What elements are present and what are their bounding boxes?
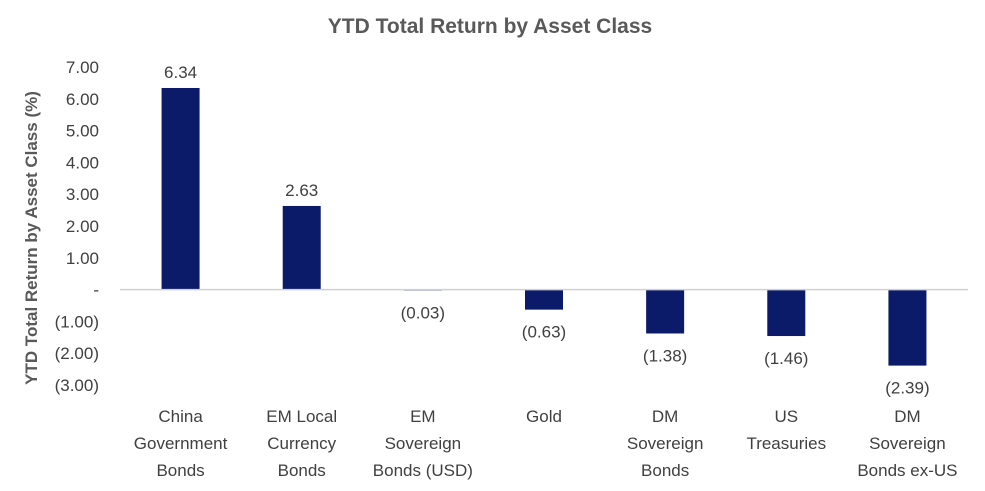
category-label: China Government Bonds: [134, 407, 228, 480]
y-tick-label: 1.00: [66, 249, 99, 268]
y-axis-ticks: 7.00 6.00 5.00 4.00 3.00 2.00 1.00 - (1.00) (2.00…: [55, 58, 99, 395]
y-tick-label: (1.00): [55, 312, 99, 331]
bar: [646, 289, 685, 334]
bar: [525, 289, 563, 310]
bar: [767, 289, 806, 337]
bar: [282, 205, 321, 290]
y-tick-label: 2.00: [66, 217, 99, 236]
bars: [161, 87, 927, 366]
y-tick-label: 7.00: [66, 58, 99, 77]
data-label: (1.46): [764, 349, 808, 368]
category-label: Gold: [526, 407, 562, 426]
y-tick-label: (3.00): [55, 376, 99, 395]
data-label: (1.38): [643, 346, 687, 365]
chart-title: YTD Total Return by Asset Class: [328, 15, 652, 38]
category-label: US Treasuries: [746, 407, 826, 453]
category-label: EM Sovereign Bonds (USD): [373, 407, 473, 480]
y-tick-label: 6.00: [66, 90, 99, 109]
data-label: (0.03): [401, 304, 445, 323]
y-tick-label: 4.00: [66, 153, 99, 172]
bar: [161, 87, 200, 290]
y-tick-label: 5.00: [66, 122, 99, 141]
data-labels: 6.34 2.63 (0.03) (0.63) (1.38) (1.46) (2.39): [164, 63, 930, 398]
data-label: 2.63: [285, 181, 318, 200]
bar: [888, 289, 927, 366]
y-axis-label: YTD Total Return by Asset Class (%): [22, 91, 41, 385]
data-label: (0.63): [522, 323, 566, 342]
category-labels: China Government Bonds EM Local Currency Bond…: [134, 407, 958, 480]
category-label: DM Sovereign Bonds: [627, 407, 704, 480]
data-label: 6.34: [164, 63, 197, 82]
y-tick-label: 3.00: [66, 185, 99, 204]
y-tick-label: -: [93, 281, 99, 300]
y-tick-label: (2.00): [55, 344, 99, 363]
data-label: (2.39): [885, 379, 929, 398]
category-label: DM Sovereign Bonds ex-US: [857, 407, 957, 480]
category-label: EM Local Currency Bonds: [266, 407, 337, 480]
